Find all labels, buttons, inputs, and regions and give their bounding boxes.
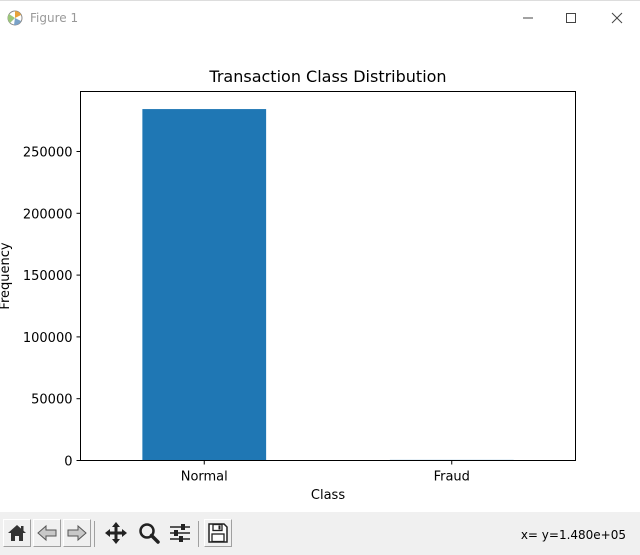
x-tick-label: Normal bbox=[181, 470, 228, 485]
cursor-coordinates: x= y=1.480e+05 bbox=[520, 528, 626, 542]
forward-arrow-icon bbox=[67, 524, 87, 542]
window-titlebar: Figure 1 bbox=[0, 0, 640, 34]
minimize-icon bbox=[523, 17, 533, 18]
toolbar-separator bbox=[94, 521, 95, 547]
bar-normal bbox=[142, 109, 267, 461]
y-tick-label: 150000 bbox=[23, 269, 73, 284]
x-axis-ticks: Normal Fraud bbox=[181, 460, 470, 485]
close-icon bbox=[611, 12, 623, 23]
y-tick-label: 200000 bbox=[23, 207, 73, 222]
x-tick-label: Fraud bbox=[434, 470, 470, 485]
forward-button[interactable] bbox=[63, 519, 91, 547]
y-tick-label: 50000 bbox=[31, 393, 72, 408]
window-title: Figure 1 bbox=[30, 11, 79, 25]
x-axis-label: Class bbox=[311, 488, 345, 503]
pan-button[interactable] bbox=[102, 519, 130, 547]
maximize-button[interactable] bbox=[548, 1, 594, 34]
minimize-button[interactable] bbox=[505, 1, 551, 34]
axes-frame bbox=[80, 91, 576, 461]
bar-chart: Transaction Class Distribution 0 50000 100… bbox=[0, 67, 576, 503]
zoom-button[interactable] bbox=[135, 519, 163, 547]
navigation-toolbar: x= y=1.480e+05 bbox=[0, 512, 640, 555]
chart-title: Transaction Class Distribution bbox=[208, 67, 446, 86]
y-axis-label: Frequency bbox=[0, 242, 13, 309]
save-button[interactable] bbox=[204, 519, 232, 547]
y-tick-label: 0 bbox=[64, 455, 72, 470]
move-arrows-icon bbox=[105, 522, 127, 544]
bars-group bbox=[142, 109, 514, 461]
home-button[interactable] bbox=[3, 519, 31, 547]
y-tick-label: 100000 bbox=[23, 331, 73, 346]
matplotlib-logo-icon bbox=[6, 9, 24, 27]
home-icon bbox=[8, 525, 26, 541]
back-button[interactable] bbox=[33, 519, 61, 547]
back-arrow-icon bbox=[37, 524, 57, 542]
zoom-magnifier-icon bbox=[139, 523, 160, 544]
configure-subplots-button[interactable] bbox=[166, 519, 194, 547]
figure-canvas[interactable]: Transaction Class Distribution 0 50000 100… bbox=[0, 34, 640, 512]
save-disk-icon bbox=[208, 523, 228, 543]
y-axis-ticks: 0 50000 100000 150000 200000 250000 bbox=[23, 145, 81, 470]
configure-subplots-icon bbox=[170, 524, 190, 542]
toolbar-separator bbox=[198, 521, 199, 547]
y-tick-label: 250000 bbox=[23, 145, 73, 160]
close-button[interactable] bbox=[594, 1, 640, 34]
maximize-icon bbox=[566, 12, 576, 23]
